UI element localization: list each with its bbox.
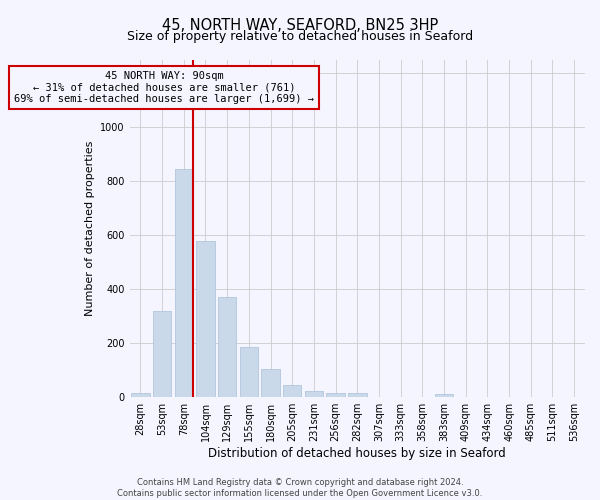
Bar: [218, 298, 236, 397]
Bar: [239, 348, 258, 397]
Y-axis label: Number of detached properties: Number of detached properties: [85, 141, 95, 316]
Text: Size of property relative to detached houses in Seaford: Size of property relative to detached ho…: [127, 30, 473, 43]
X-axis label: Distribution of detached houses by size in Seaford: Distribution of detached houses by size …: [208, 447, 506, 460]
Bar: [262, 369, 280, 397]
Bar: [348, 393, 367, 397]
Bar: [305, 392, 323, 397]
Bar: [435, 394, 453, 397]
Bar: [131, 393, 149, 397]
Text: 45, NORTH WAY, SEAFORD, BN25 3HP: 45, NORTH WAY, SEAFORD, BN25 3HP: [162, 18, 438, 32]
Bar: [283, 384, 301, 397]
Bar: [196, 240, 215, 397]
Bar: [326, 392, 345, 397]
Text: 45 NORTH WAY: 90sqm
← 31% of detached houses are smaller (761)
69% of semi-detac: 45 NORTH WAY: 90sqm ← 31% of detached ho…: [14, 71, 314, 104]
Bar: [175, 170, 193, 397]
Text: Contains HM Land Registry data © Crown copyright and database right 2024.
Contai: Contains HM Land Registry data © Crown c…: [118, 478, 482, 498]
Bar: [153, 311, 172, 397]
